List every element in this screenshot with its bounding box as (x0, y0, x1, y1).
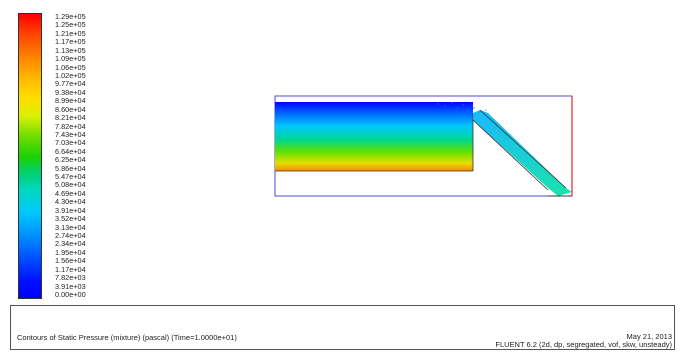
colorbar-label: 3.91e+04 (55, 205, 86, 215)
colorbar-label: 1.95e+04 (55, 247, 86, 257)
contour-plot (274, 95, 573, 197)
plot-date: May 21, 2013 (626, 332, 672, 341)
colorbar-label: 8.99e+04 (55, 96, 86, 106)
chute-wall-lower (472, 119, 549, 191)
chute-wall-upper (479, 109, 567, 189)
colorbar-label: 3.52e+04 (55, 214, 86, 224)
plot-caption: Contours of Static Pressure (mixture) (p… (17, 333, 237, 342)
colorbar-label: 2.74e+04 (55, 231, 86, 241)
colorbar-label: 9.38e+04 (55, 87, 86, 97)
colorbar-label: 5.47e+04 (55, 172, 86, 182)
colorbar-label: 1.06e+05 (55, 62, 86, 72)
colorbar-label: 9.77e+04 (55, 79, 86, 89)
colorbar-label: 7.82e+03 (55, 273, 86, 283)
colorbar-label: 6.64e+04 (55, 146, 86, 156)
colorbar-label: 1.09e+05 (55, 54, 86, 64)
colorbar-label: 5.86e+04 (55, 163, 86, 173)
colorbar-label: 3.13e+04 (55, 222, 86, 232)
colorbar-label: 1.21e+05 (55, 28, 86, 38)
colorbar-label: 8.60e+04 (55, 104, 86, 114)
chute-flow (473, 110, 572, 196)
colorbar-label: 3.91e+03 (55, 281, 86, 291)
colorbar-label: 1.13e+05 (55, 45, 86, 55)
colorbar-label: 1.56e+04 (55, 256, 86, 266)
colorbar-label: 7.03e+04 (55, 138, 86, 148)
tank-region (275, 102, 473, 171)
colorbar-label: 1.29e+05 (55, 12, 86, 21)
colorbar-label: 8.21e+04 (55, 113, 86, 123)
colorbar-label: 0.00e+00 (55, 290, 86, 299)
colorbar-label: 4.30e+04 (55, 197, 86, 207)
colorbar-label: 2.34e+04 (55, 239, 86, 249)
colorbar-label: 1.17e+05 (55, 37, 86, 47)
colorbar-label: 1.02e+05 (55, 70, 86, 80)
colorbar (18, 13, 42, 299)
solver-info: FLUENT 6.2 (2d, dp, segregated, vof, skw… (495, 340, 672, 349)
colorbar-label: 1.17e+04 (55, 264, 86, 274)
colorbar-label: 6.25e+04 (55, 155, 86, 165)
colorbar-label: 5.08e+04 (55, 180, 86, 190)
colorbar-label: 4.69e+04 (55, 188, 86, 198)
plot-footer: Contours of Static Pressure (mixture) (p… (10, 305, 675, 350)
colorbar-label: 7.82e+04 (55, 121, 86, 131)
spray-particles (437, 102, 487, 113)
colorbar-label: 7.43e+04 (55, 129, 86, 139)
colorbar-label: 1.25e+05 (55, 20, 86, 30)
